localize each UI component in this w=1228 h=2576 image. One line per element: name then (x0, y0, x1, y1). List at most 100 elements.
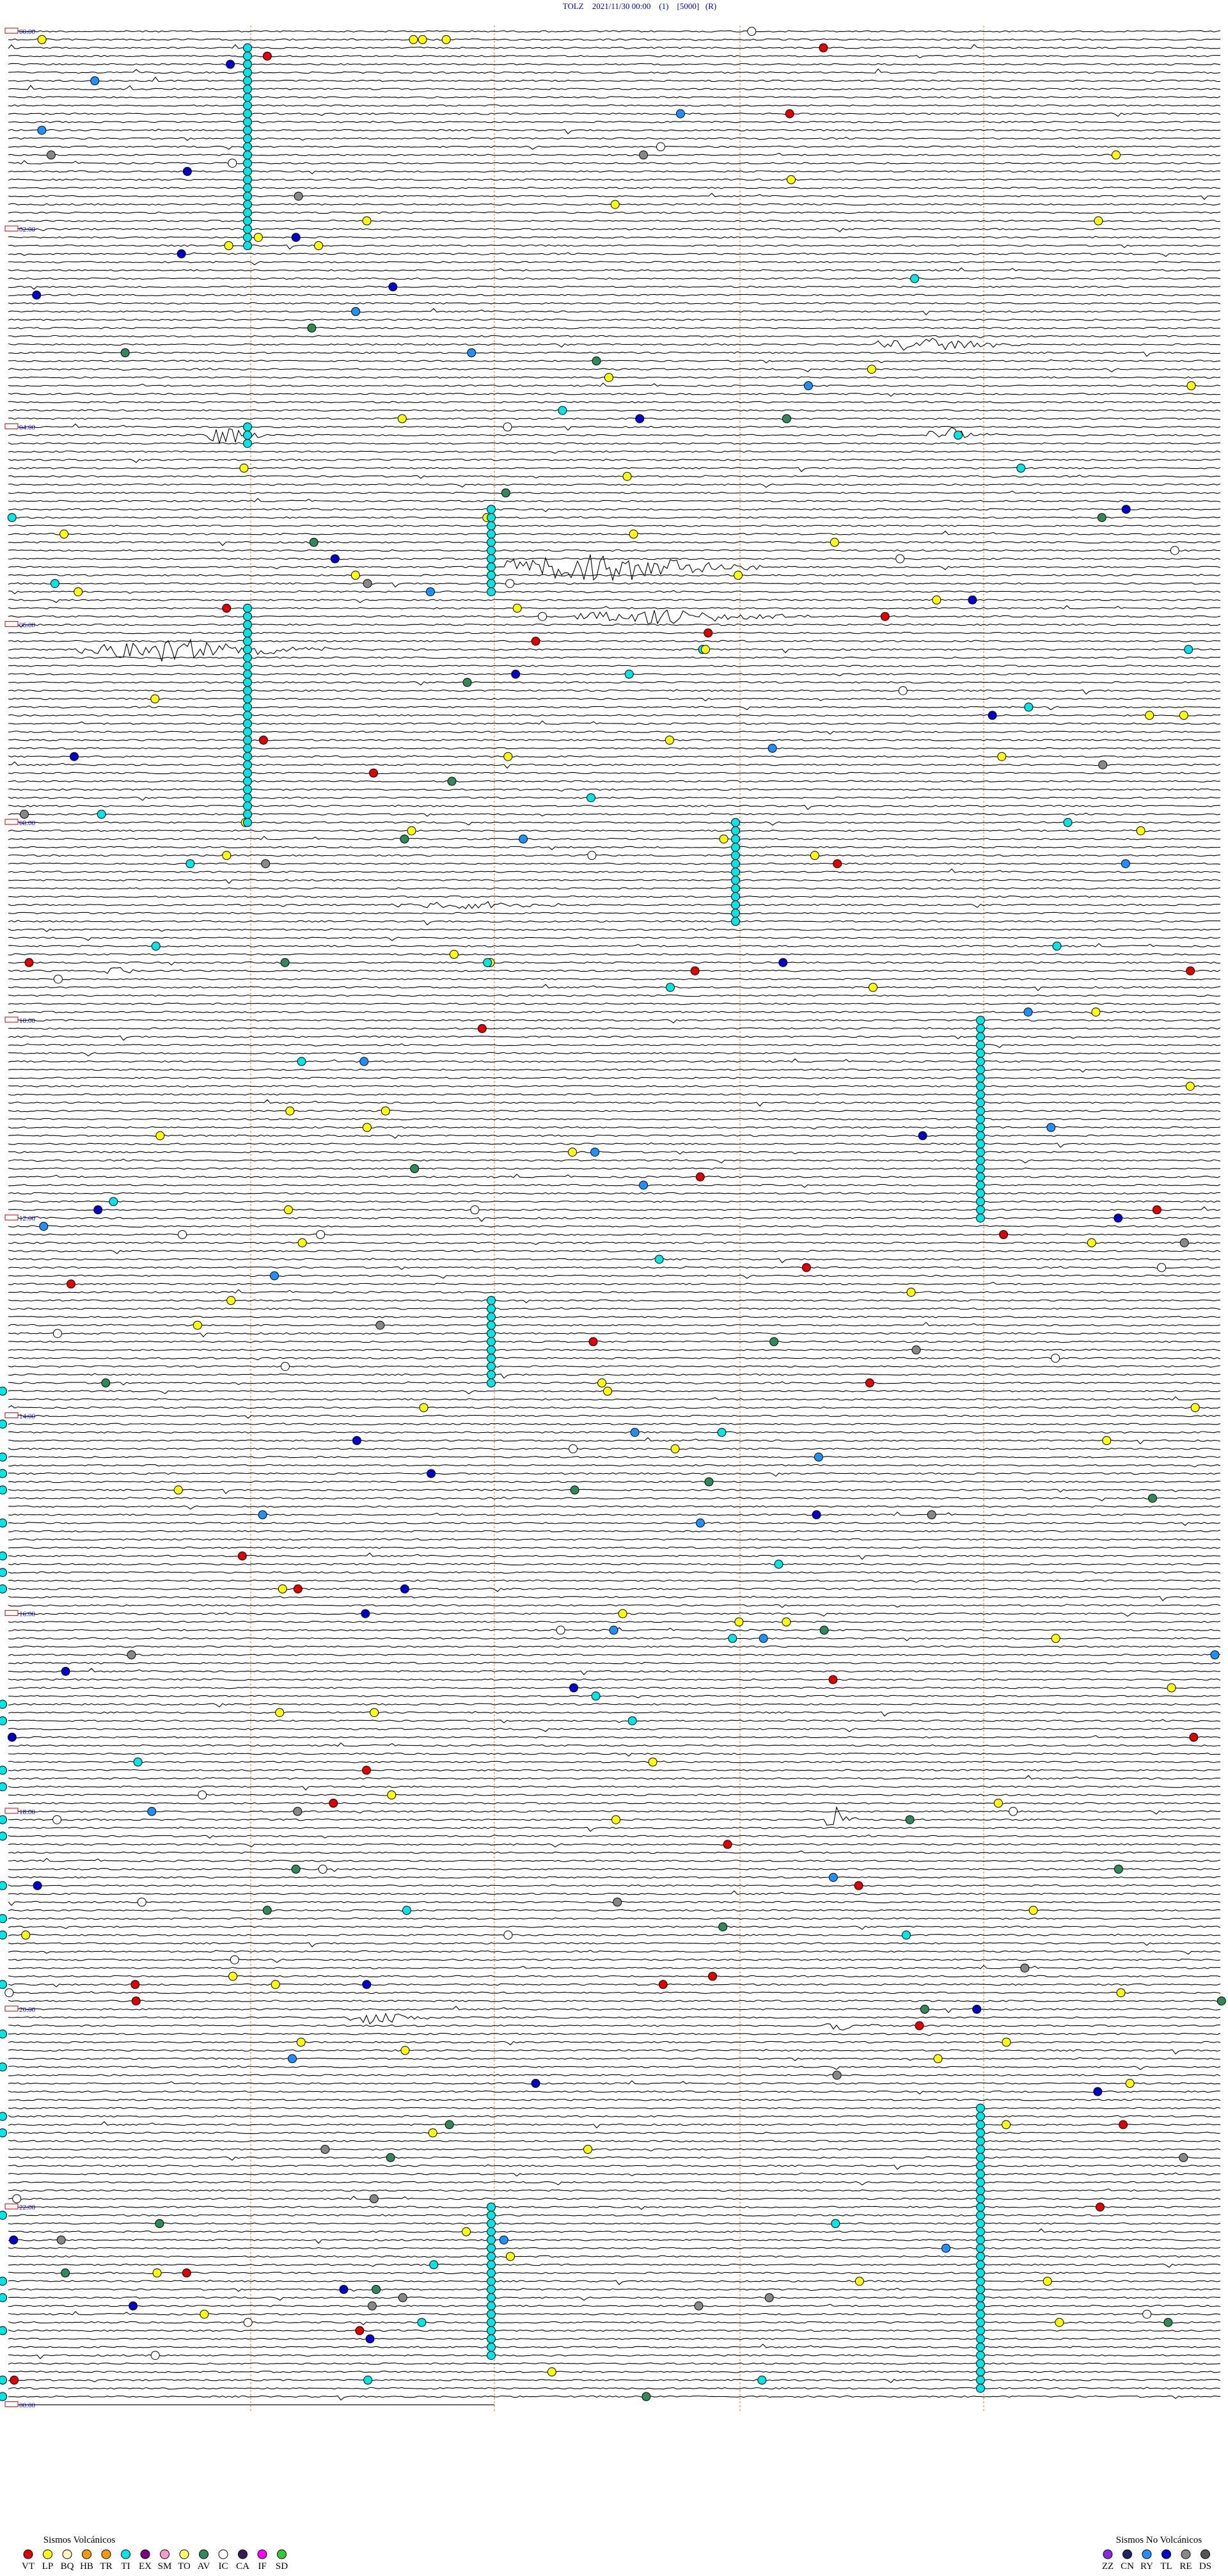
event (130, 1980, 140, 1989)
event (409, 35, 418, 44)
event (1157, 1263, 1167, 1272)
trace (8, 1933, 1221, 1936)
event (487, 1304, 496, 1313)
event (988, 711, 997, 720)
event (880, 612, 890, 621)
trace (8, 84, 1221, 90)
trace (8, 796, 1221, 801)
event (976, 2277, 985, 2286)
event (1002, 2120, 1011, 2130)
trace (8, 427, 1221, 445)
event (243, 686, 252, 695)
trace (8, 2288, 1221, 2292)
trace (8, 1752, 1221, 1757)
trace (8, 459, 1221, 463)
trace (8, 170, 1221, 175)
event (369, 768, 378, 778)
legend-label: VT (22, 2561, 35, 2572)
trace (8, 351, 1221, 357)
trace (8, 771, 1221, 775)
trace (8, 423, 1221, 431)
event (731, 917, 740, 926)
event (782, 1617, 791, 1627)
event (487, 2326, 496, 2335)
trace (8, 1958, 1221, 1963)
event (976, 1098, 985, 1107)
trace (8, 450, 1221, 454)
trace (8, 912, 1221, 915)
legend-swatch (277, 2549, 287, 2559)
event (639, 150, 649, 160)
legend-label: IC (219, 2561, 228, 2572)
trace (8, 1678, 1221, 1681)
trace (8, 2272, 1221, 2275)
event (0, 2277, 7, 2286)
event (487, 1329, 496, 1338)
trace (8, 54, 1221, 59)
event (976, 1057, 985, 1066)
legend-label: ZZ (1102, 2561, 1114, 2572)
trace (8, 1884, 1221, 1887)
event (243, 702, 252, 712)
event (976, 1082, 985, 1091)
event (316, 1230, 326, 1239)
event (976, 2235, 985, 2245)
trace (8, 1348, 1221, 1352)
event (1024, 702, 1034, 712)
event (243, 802, 252, 810)
event (503, 752, 513, 761)
event (0, 1568, 7, 1577)
event (243, 727, 252, 737)
event (976, 2260, 985, 2270)
event (1190, 1403, 1200, 1412)
trace (8, 2263, 1221, 2268)
event (918, 1131, 927, 1141)
event (976, 2243, 985, 2253)
event (133, 1757, 143, 1767)
event (388, 282, 398, 292)
trace (8, 828, 1221, 832)
event (1094, 216, 1103, 226)
event (976, 2153, 985, 2162)
event (398, 2293, 407, 2302)
legend: Sismos Volcánicos VT LP BQ HB TR TI EX SM TO AV IC C… (22, 2535, 1211, 2572)
event (1179, 711, 1188, 720)
event (734, 571, 743, 580)
event (1087, 1238, 1096, 1247)
trace (8, 2387, 1221, 2390)
event (833, 859, 842, 869)
event (976, 1213, 985, 1223)
event (278, 1584, 287, 1593)
event (854, 2277, 864, 2286)
trace (8, 498, 1221, 503)
legend-label: SD (276, 2561, 288, 2572)
event (976, 2202, 985, 2212)
event (243, 51, 252, 61)
trace (8, 2065, 1221, 2070)
trace (8, 136, 1221, 141)
event (222, 603, 232, 613)
trace (8, 1522, 1221, 1526)
legend-label: BQ (61, 2561, 74, 2572)
event (243, 191, 252, 201)
legend-label: SM (158, 2561, 172, 2572)
event (976, 1148, 985, 1157)
trace (8, 1785, 1221, 1791)
event (262, 1906, 272, 1915)
event (243, 208, 252, 217)
hour-marker (4, 423, 19, 429)
trace (8, 887, 1221, 890)
event (243, 677, 252, 687)
event (487, 1312, 496, 1322)
event (814, 1452, 823, 1462)
legend-label: CN (1121, 2561, 1134, 2572)
trace (8, 1546, 1221, 1549)
event (723, 1840, 732, 1849)
event (1046, 1123, 1056, 1132)
time-label: 16:00 (19, 1611, 36, 1618)
event (976, 2367, 985, 2376)
trace (8, 656, 1221, 659)
event (243, 84, 252, 94)
event (1052, 942, 1062, 951)
trace (8, 338, 1221, 351)
